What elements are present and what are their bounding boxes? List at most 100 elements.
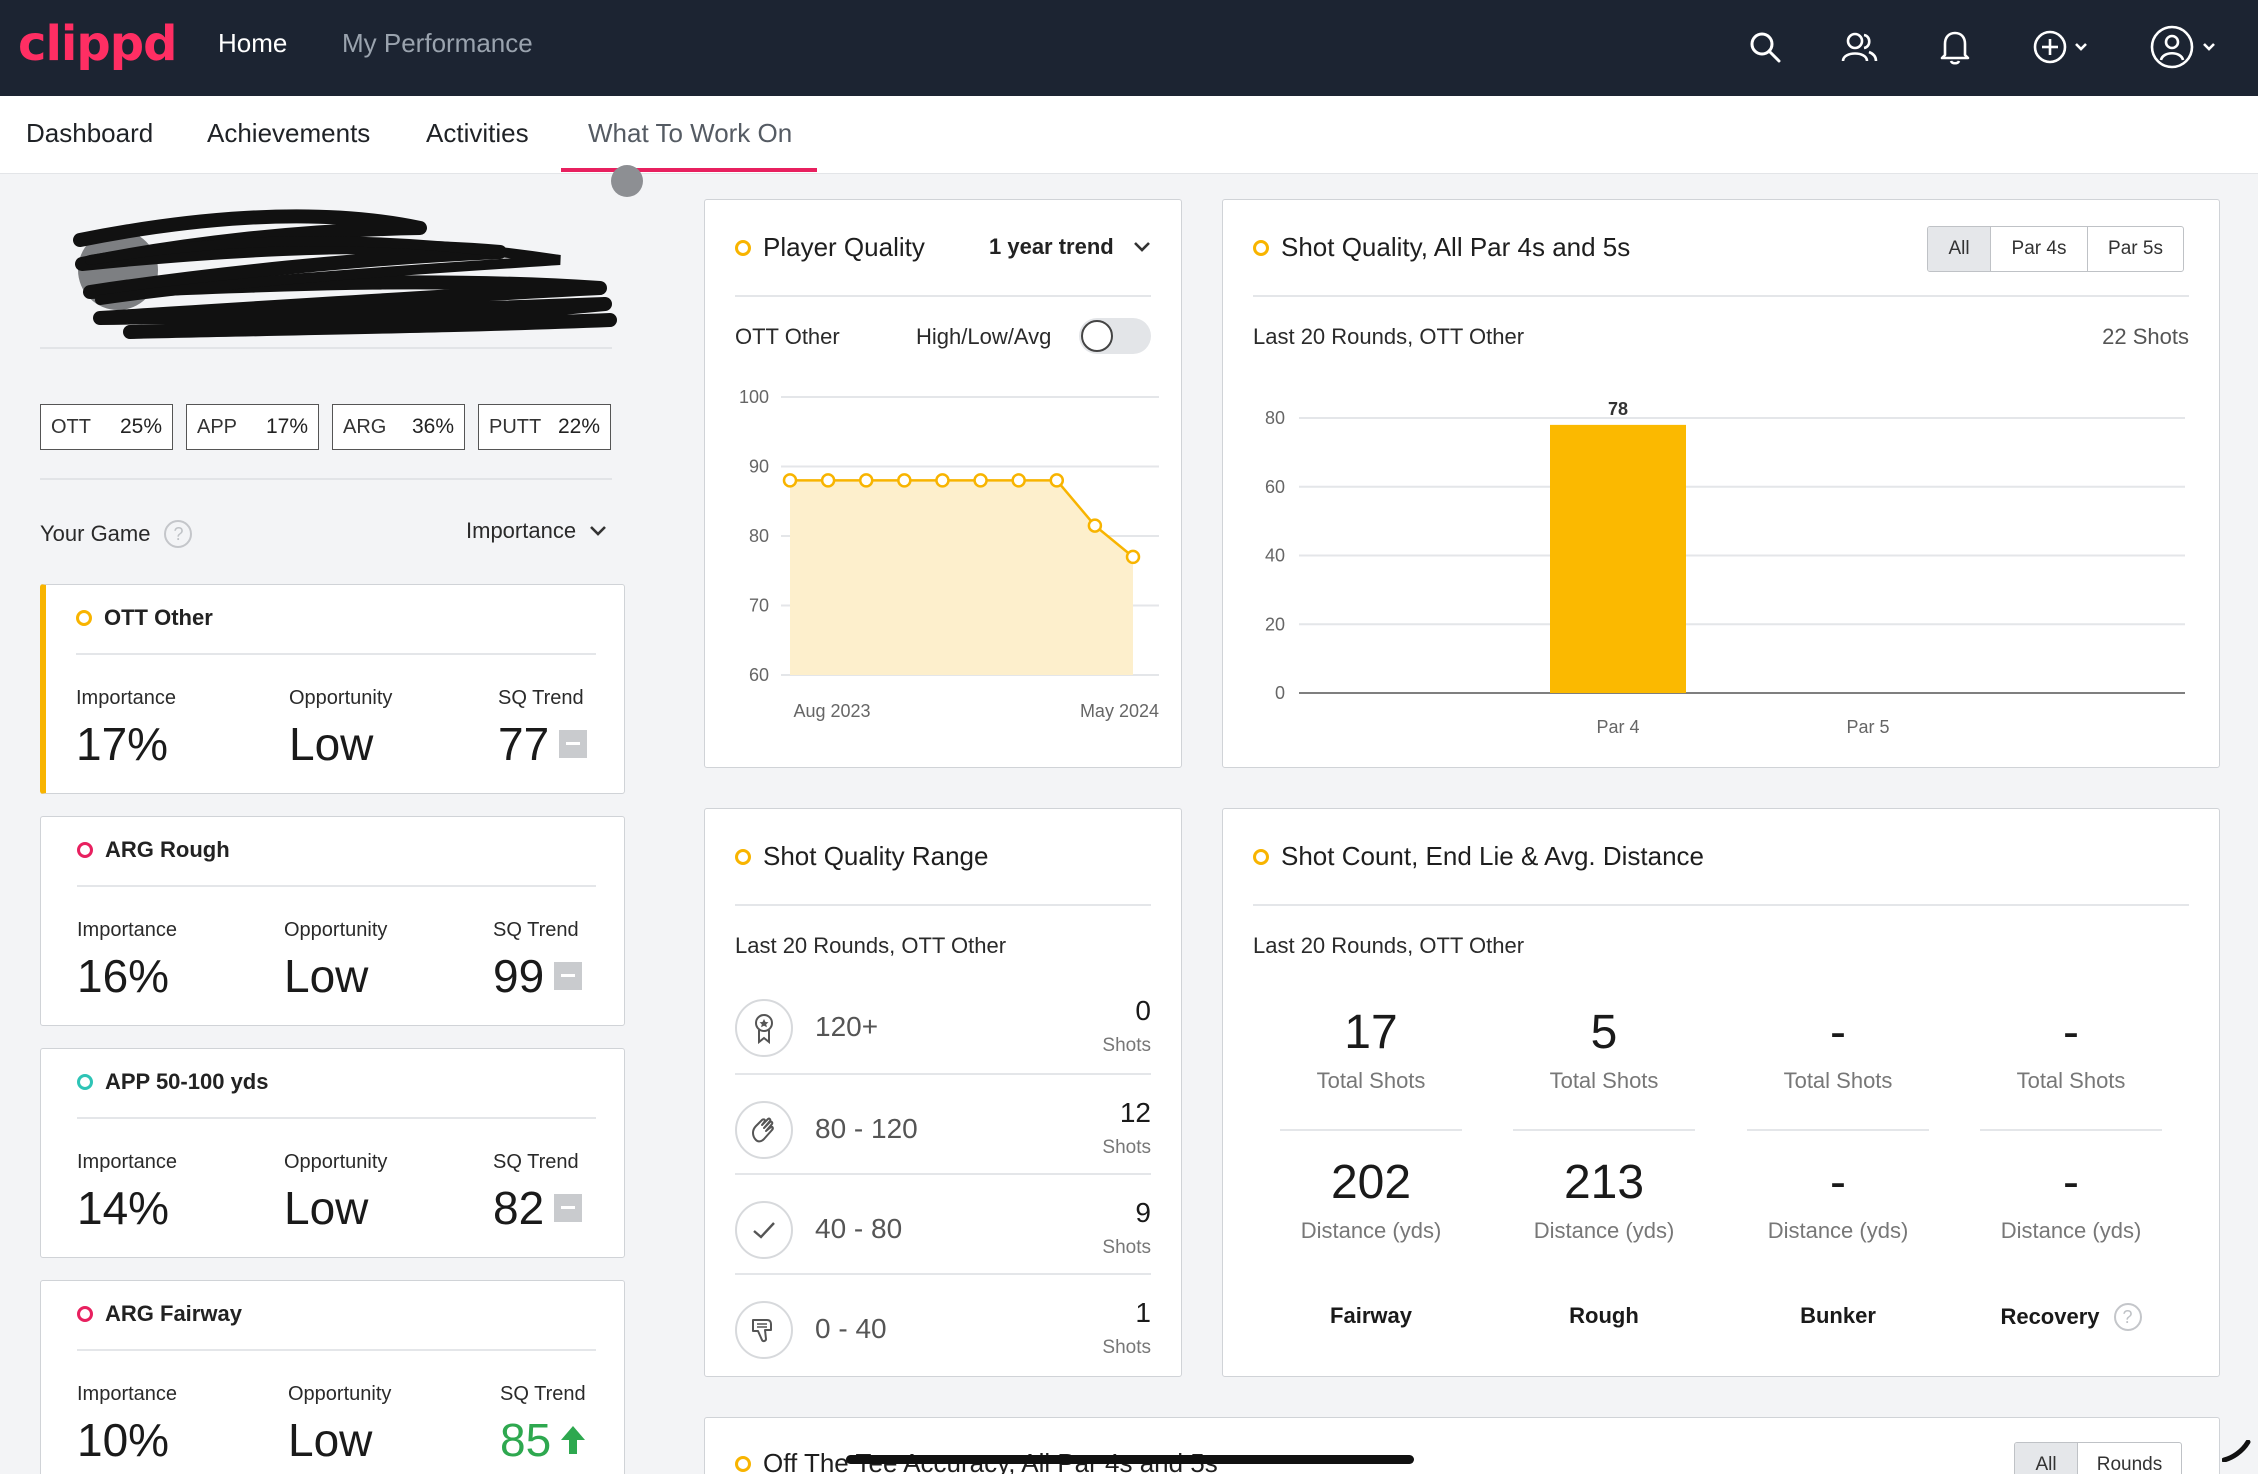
range-unit: Shots: [1102, 1337, 1151, 1358]
shot-count-card: Shot Count, End Lie & Avg. Distance Last…: [1222, 808, 2220, 1377]
lie-rough-distance: 213 Distance (yds): [1513, 1155, 1695, 1244]
card-title-text: Shot Count, End Lie & Avg. Distance: [1281, 841, 1705, 871]
card-divider: [77, 1117, 596, 1119]
lie-recovery-total: - Total Shots: [1980, 1005, 2162, 1094]
game-card-arg-fairway[interactable]: ARG Fairway Importance Opportunity SQ Tr…: [40, 1280, 625, 1474]
importance-value: 17%: [76, 718, 169, 770]
range-label: 40 - 80: [815, 1213, 903, 1244]
par-filter-segmented: All Par 4s Par 5s: [1927, 226, 2184, 272]
total-shots-label: Total Shots: [1783, 1068, 1893, 1093]
status-ring-icon: [1253, 848, 1269, 865]
card-subtitle: Last 20 Rounds, OTT Other: [1253, 324, 1525, 349]
game-card-title-text: ARG Rough: [105, 837, 230, 862]
column-divider: [1980, 1129, 2162, 1131]
high-low-avg-toggle[interactable]: [1079, 318, 1151, 354]
game-card-arg-rough[interactable]: ARG Rough Importance Opportunity SQ Tren…: [40, 816, 625, 1026]
chips-divider: [40, 478, 612, 480]
status-ring-icon: [77, 1306, 93, 1322]
game-card-title-text: OTT Other: [104, 605, 213, 630]
sq-trend-number: 77: [498, 718, 550, 770]
category-chip-arg[interactable]: ARG 36%: [332, 404, 465, 450]
ott-accuracy-card: Off The Tee Accuracy, All Par 4s and 5s …: [704, 1417, 2220, 1474]
range-row-0-40[interactable]: 0 - 40 1 Shots: [735, 1273, 1151, 1373]
sq-trend-value: 77: [498, 717, 588, 771]
game-card-title: ARG Fairway: [77, 1301, 242, 1327]
distance-label: Distance (yds): [2000, 1218, 2142, 1243]
sort-select-value: Importance: [466, 518, 577, 543]
chip-value: 22%: [557, 415, 600, 438]
nav-my-performance[interactable]: My Performance: [342, 28, 533, 58]
card-divider: [76, 653, 596, 655]
card-title: Shot Count, End Lie & Avg. Distance: [1253, 841, 1704, 872]
card-divider: [1253, 295, 2189, 297]
user-avatar-icon[interactable]: [2148, 22, 2222, 72]
game-card-ott-other[interactable]: OTT Other Importance Opportunity SQ Tren…: [40, 584, 625, 794]
category-chip-app[interactable]: APP 17%: [186, 404, 319, 450]
status-ring-icon: [1253, 239, 1269, 256]
y-tick-label: 90: [749, 457, 769, 477]
nav-home[interactable]: Home: [218, 28, 288, 58]
card-divider: [77, 1349, 596, 1351]
x-tick-label: May 2024: [1080, 701, 1159, 721]
card-title-text: Player Quality: [763, 232, 925, 262]
trend-flat-icon: [554, 1193, 583, 1222]
lie-bunker-distance: - Distance (yds): [1747, 1155, 1929, 1244]
status-ring-icon: [735, 1455, 751, 1472]
bell-icon[interactable]: [1930, 22, 1980, 72]
help-icon[interactable]: ?: [164, 520, 193, 548]
category-chip-putt[interactable]: PUTT 22%: [478, 404, 611, 450]
clippd-logo[interactable]: clippd: [18, 16, 177, 72]
lie-recovery-distance: - Distance (yds): [1980, 1155, 2162, 1244]
search-icon[interactable]: [1740, 22, 1790, 72]
area-fill: [790, 480, 1133, 675]
segment-par-4s[interactable]: Par 4s: [1990, 227, 2087, 271]
range-count: 0: [1135, 995, 1151, 1026]
chip-name: APP: [197, 415, 238, 438]
y-tick-label: 80: [1265, 408, 1285, 428]
opportunity-label: Opportunity: [288, 1383, 392, 1405]
player-quality-card: Player Quality 1 year trend OTT Other Hi…: [704, 199, 1182, 768]
trend-select[interactable]: 1 year trend: [989, 234, 1152, 260]
tab-activities[interactable]: Activities: [426, 118, 529, 148]
game-card-app-50-100[interactable]: APP 50-100 yds Importance Opportunity SQ…: [40, 1048, 625, 1258]
tab-bar: Dashboard Achievements Activities What T…: [0, 96, 2258, 174]
segment-all[interactable]: All: [2015, 1443, 2077, 1474]
opportunity-label: Opportunity: [289, 687, 393, 709]
card-divider: [1253, 904, 2189, 906]
range-row-120-plus[interactable]: 120+ 0 Shots: [735, 973, 1151, 1073]
game-card-title: ARG Rough: [77, 837, 230, 863]
range-count: 1: [1135, 1297, 1151, 1328]
distance-value: -: [1830, 1156, 1846, 1209]
segment-rounds[interactable]: Rounds: [2077, 1443, 2181, 1474]
lie-name-recovery: Recovery: [2000, 1304, 2100, 1329]
range-row-80-120[interactable]: 80 - 120 12 Shots: [735, 1073, 1151, 1173]
card-subtitle: OTT Other: [735, 324, 840, 349]
total-shots-label: Total Shots: [1549, 1068, 1659, 1093]
tab-what-to-work-on[interactable]: What To Work On: [588, 118, 793, 148]
bar: [1550, 424, 1686, 693]
opportunity-value: Low: [289, 718, 374, 770]
range-label: 120+: [815, 1011, 879, 1042]
segment-all[interactable]: All: [1928, 227, 1990, 271]
category-chip-ott[interactable]: OTT 25%: [40, 404, 173, 450]
friends-icon[interactable]: [1834, 22, 1884, 72]
tab-dashboard[interactable]: Dashboard: [26, 118, 154, 148]
help-icon[interactable]: ?: [2113, 1303, 2142, 1331]
importance-value: 10%: [77, 1414, 170, 1466]
sort-select[interactable]: Importance: [466, 518, 608, 544]
tab-achievements[interactable]: Achievements: [207, 118, 371, 148]
game-card-title: APP 50-100 yds: [77, 1069, 268, 1095]
card-title: Player Quality: [735, 232, 925, 263]
sq-trend-value: 85: [500, 1413, 587, 1467]
segment-par-5s[interactable]: Par 5s: [2087, 227, 2183, 271]
distance-value: 202: [1330, 1156, 1412, 1209]
column-divider: [1747, 1129, 1929, 1131]
data-point: [1087, 518, 1103, 533]
chip-value: 25%: [119, 415, 162, 438]
distance-label: Distance (yds): [1767, 1218, 1909, 1243]
add-circle-icon[interactable]: [2030, 22, 2100, 72]
distance-label: Distance (yds): [1533, 1218, 1675, 1243]
column-divider: [1280, 1129, 1462, 1131]
range-row-40-80[interactable]: 40 - 80 9 Shots: [735, 1173, 1151, 1273]
range-count: 9: [1135, 1197, 1151, 1228]
